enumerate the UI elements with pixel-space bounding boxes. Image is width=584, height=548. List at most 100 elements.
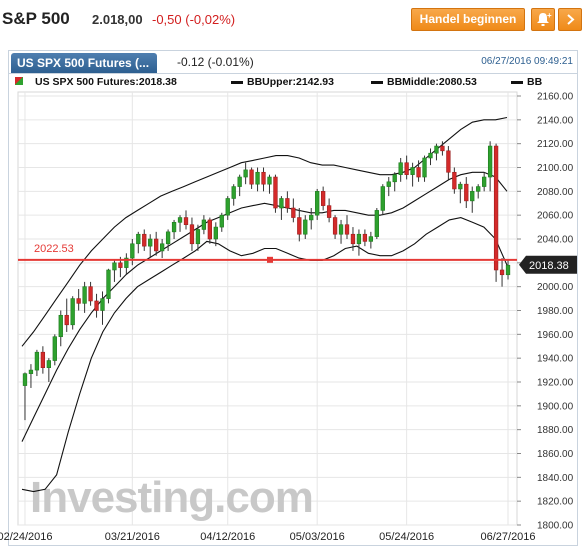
candle-down xyxy=(285,198,290,209)
candle-up xyxy=(470,191,475,202)
candle-up xyxy=(52,336,57,361)
candle-down xyxy=(76,298,81,304)
candle-up xyxy=(171,222,177,233)
y-tick-label: 2040.00 xyxy=(537,235,574,246)
candle-down xyxy=(261,171,266,185)
candle-up xyxy=(177,217,183,223)
y-tick-label: 1860.00 xyxy=(537,449,574,460)
y-tick-label: 2060.00 xyxy=(537,211,574,222)
y-tick-label: 2100.00 xyxy=(537,163,574,174)
candle-up xyxy=(106,269,111,299)
candle-up xyxy=(410,167,415,175)
candle-up xyxy=(231,186,236,199)
y-tick-label: 1960.00 xyxy=(537,330,574,341)
y-tick-label: 2140.00 xyxy=(537,115,574,126)
y-tick-label: 1920.00 xyxy=(537,378,574,389)
candle-up xyxy=(124,257,129,268)
candle-up xyxy=(82,286,87,304)
candle-up xyxy=(159,243,165,252)
candle-up xyxy=(338,224,344,235)
candle-up xyxy=(279,198,284,209)
candle-up xyxy=(28,369,34,374)
candle-up xyxy=(315,191,320,216)
candle-down xyxy=(344,224,350,235)
tab-price-change: -0.12 (-0.01%) xyxy=(177,55,254,69)
candle-up xyxy=(34,351,40,371)
last-price: 2.018,00 xyxy=(92,12,143,27)
candle-up xyxy=(482,176,487,187)
candle-down xyxy=(493,145,499,271)
candle-down xyxy=(446,150,451,173)
y-tick-label: 1880.00 xyxy=(537,425,574,436)
candle-up xyxy=(368,236,374,242)
candle-up xyxy=(22,373,28,386)
x-tick-label: 04/12/2016 xyxy=(200,531,255,543)
candle-down xyxy=(118,262,123,268)
watermark-text: Investing.com xyxy=(30,473,313,522)
y-tick-label: 2120.00 xyxy=(537,139,574,150)
legend-bb-upper: BBUpper:2142.93 xyxy=(231,76,334,88)
candle-down xyxy=(291,207,296,218)
candle-down xyxy=(326,205,332,218)
legend-bb-lower: BB xyxy=(511,76,542,88)
candle-down xyxy=(499,269,505,276)
header-bar: S&P 500 2.018,00 -0,50 (-0,02%) Handel b… xyxy=(0,0,584,36)
x-tick-label: 05/24/2016 xyxy=(379,531,434,543)
quote-timestamp: 06/27/2016 09:49:21 xyxy=(481,56,573,67)
legend-swatch-icon xyxy=(15,76,23,88)
x-tick-label: 02/24/2016 xyxy=(0,531,53,543)
alert-add-icon[interactable]: + xyxy=(531,8,555,31)
candle-down xyxy=(189,224,195,245)
candle-down xyxy=(207,219,212,240)
chart-panel: US SPX 500 Futures (... -0.12 (-0.01%) 0… xyxy=(8,50,578,546)
legend-main-series: US SPX 500 Futures:2018.38 xyxy=(35,76,177,88)
candle-down xyxy=(362,233,368,242)
candle-up xyxy=(148,238,153,247)
chart-legend: US SPX 500 Futures:2018.38 BBUpper:2142.… xyxy=(9,74,577,90)
candle-up xyxy=(356,233,362,245)
x-tick-label: 03/21/2016 xyxy=(105,531,160,543)
last-price-tag xyxy=(519,255,577,274)
candle-up xyxy=(58,314,63,338)
candle-up xyxy=(46,360,51,368)
candle-down xyxy=(416,167,421,178)
candle-up xyxy=(100,298,105,311)
candle-down xyxy=(64,314,69,326)
y-tick-label: 1940.00 xyxy=(537,354,574,365)
instrument-title: S&P 500 xyxy=(2,9,70,28)
bb-upper-line xyxy=(21,116,508,347)
y-tick-label: 1800.00 xyxy=(537,521,574,532)
y-tick-label: 2080.00 xyxy=(537,187,574,198)
candle-up xyxy=(476,186,481,192)
start-trading-button[interactable]: Handel beginnen xyxy=(411,8,525,31)
candle-up xyxy=(386,181,391,187)
candle-up xyxy=(309,214,314,221)
candle-down xyxy=(154,238,159,252)
watermark: Investing.com xyxy=(30,473,314,522)
y-tick-label: 1840.00 xyxy=(537,473,574,484)
candle-down xyxy=(321,191,326,206)
candle-down xyxy=(142,233,147,247)
legend-bb-middle: BBMiddle:2080.53 xyxy=(371,76,477,88)
candle-up xyxy=(374,210,379,237)
candle-up xyxy=(380,186,385,211)
chart-tab-row: US SPX 500 Futures (... -0.12 (-0.01%) 0… xyxy=(9,51,577,74)
candle-down xyxy=(440,145,445,152)
y-tick-label: 1820.00 xyxy=(537,497,574,508)
candle-down xyxy=(94,300,99,311)
candle-up xyxy=(267,176,272,185)
candle-up xyxy=(505,264,511,276)
candle-up xyxy=(70,298,75,326)
candle-down xyxy=(273,176,278,209)
chevron-icon[interactable] xyxy=(558,8,582,31)
y-tick-label: 2000.00 xyxy=(537,282,574,293)
candle-up xyxy=(201,219,207,230)
candle-up xyxy=(213,226,218,240)
candle-up xyxy=(458,183,463,190)
candle-down xyxy=(40,351,46,369)
tab-instrument[interactable]: US SPX 500 Futures (... xyxy=(11,53,157,73)
candle-up xyxy=(130,243,135,259)
last-price-label: 2018.38 xyxy=(529,260,569,272)
candle-up xyxy=(243,169,248,178)
